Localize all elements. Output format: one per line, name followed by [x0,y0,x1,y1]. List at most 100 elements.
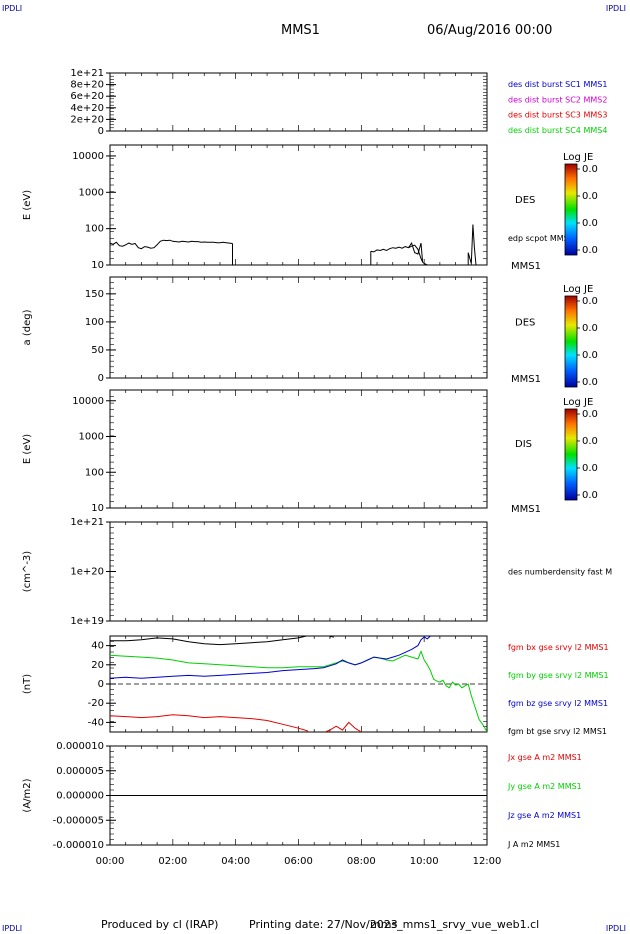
x-tick-label: 00:00 [96,856,125,867]
footer-produced-by: Produced by cl (IRAP) [101,918,219,931]
y-axis-label: a (deg) [22,309,33,345]
y-tick-label: 8e+20 [70,80,104,91]
y-tick-label: 0.000000 [56,791,104,802]
y-tick-label: 1e+20 [70,567,104,578]
y-tick-label: -0.000005 [53,815,104,826]
series-line-fgm-3-1 [325,721,362,732]
footer-file: mms_mms1_srvy_vue_web1.cl [370,918,540,931]
legend-entry: Jz gse A m2 MMS1 [507,811,581,820]
x-tick-label: 10:00 [410,856,439,867]
y-tick-label: 100 [85,467,104,478]
legend-entry: Jx gse A m2 MMS1 [507,753,582,762]
y-tick-label: -20 [88,698,104,709]
legend-entry: fgm bt gse srvy l2 MMS1 [508,727,607,736]
series-line-des_energy-0-2 [370,244,428,265]
colorbar-tick-label: 0.0 [582,463,598,474]
colorbar [564,163,578,256]
x-tick-label: 06:00 [284,856,313,867]
y-axis-label: E (eV) [22,190,33,220]
legend-entry: des dist burst SC4 MMS4 [508,126,607,135]
series-line-fgm-1-0 [110,650,487,732]
colorbar-title: Log JE [563,397,593,408]
legend-entry: des dist burst SC3 MMS3 [508,111,607,120]
panel-frame-dist [109,72,488,132]
legend-entry: J A m2 MMS1 [507,840,560,849]
colorbar-tick-label: 0.0 [582,245,598,256]
y-tick-label: 10 [91,503,104,514]
y-tick-label: 100 [85,317,104,328]
y-tick-label: -0.000010 [53,840,104,851]
x-tick-label: 08:00 [347,856,376,867]
y-tick-label: 6e+20 [70,91,104,102]
x-tick-label: 12:00 [473,856,502,867]
y-axis-label: (A/m2) [22,778,33,812]
colorbar-tick-label: 0.0 [582,409,598,420]
series-line-fgm-2-0 [110,636,431,679]
legend-entry: des numberdensity fast M [508,568,612,577]
y-axis-label: E (eV) [22,434,33,464]
y-tick-label: 1000 [79,432,104,443]
y-tick-label: 0.000010 [56,741,104,752]
series-line-fgm-0-0 [110,636,307,646]
y-tick-label: 20 [91,660,104,671]
panel-frame-dis_energy [109,389,488,509]
y-axis-label: (nT) [22,674,33,694]
y-tick-label: 1000 [79,187,104,198]
colorbar [564,295,578,388]
series-line-fgm-0-1 [329,636,334,638]
colorbar-tick-label: 0.0 [582,296,598,307]
colorbar-tick-label: 0.0 [582,350,598,361]
legend-entry: Jy gse A m2 MMS1 [507,782,582,791]
spacecraft-label: MMS1 [511,504,541,515]
instrument-label: DIS [515,439,532,450]
corner-label-tr: IPDLI [605,4,626,13]
y-tick-label: 1e+19 [70,616,104,627]
series-line-des_energy-0-5 [467,224,477,265]
colorbar-tick-label: 0.0 [582,436,598,447]
colorbar-tick-label: 0.0 [582,490,598,501]
footer-printing-date: Printing date: 27/Nov/2023 [249,918,398,931]
colorbar [564,408,578,501]
legend-entry: fgm by gse srvy l2 MMS1 [508,671,609,680]
panel-frame-des_pitch [109,276,488,379]
y-tick-label: 0 [98,679,104,690]
colorbar-title: Log JE [563,284,593,295]
series-line-des_energy-0-0 [110,239,233,250]
y-tick-label: 100 [85,224,104,235]
colorbar-tick-label: 0.0 [582,218,598,229]
legend-entry: des dist burst SC2 MMS2 [508,95,607,104]
x-tick-label: 04:00 [221,856,250,867]
spacecraft-label: MMS1 [511,374,541,385]
legend-entry: des dist burst SC1 MMS1 [508,80,607,89]
y-tick-label: 1e+21 [70,68,104,79]
legend-entry: fgm bx gse srvy l2 MMS1 [508,643,609,652]
colorbar-tick-label: 0.0 [582,377,598,388]
spacecraft-label: MMS1 [511,261,541,272]
colorbar-tick-label: 0.0 [582,323,598,334]
y-tick-label: 40 [91,641,104,652]
y-tick-label: 50 [91,345,104,356]
panel-frame-des_energy [109,144,488,266]
y-tick-label: 2e+20 [70,114,104,125]
y-tick-label: 4e+20 [70,103,104,114]
x-tick-label: 02:00 [158,856,187,867]
y-tick-label: 150 [85,289,104,300]
overlay-label: edp scpot MMS1 [508,234,574,243]
series-line-fgm-3-0 [110,714,309,732]
corner-label-tl: IPDLI [2,4,23,13]
y-tick-label: 0 [98,373,104,384]
panel-frame-density [109,521,488,622]
y-tick-label: 1e+21 [70,517,104,528]
colorbar-tick-label: 0.0 [582,164,598,175]
y-tick-label: 0.000005 [56,766,104,777]
legend-entry: fgm bz gse srvy l2 MMS1 [508,699,608,708]
y-tick-label: 10 [91,260,104,271]
y-tick-label: -40 [88,717,104,728]
instrument-label: DES [515,318,535,329]
y-tick-label: 10000 [72,151,104,162]
colorbar-title: Log JE [563,152,593,163]
corner-label-bl: IPDLI [2,924,23,933]
colorbar-tick-label: 0.0 [582,191,598,202]
series-line-des_energy-0-4 [408,241,424,263]
